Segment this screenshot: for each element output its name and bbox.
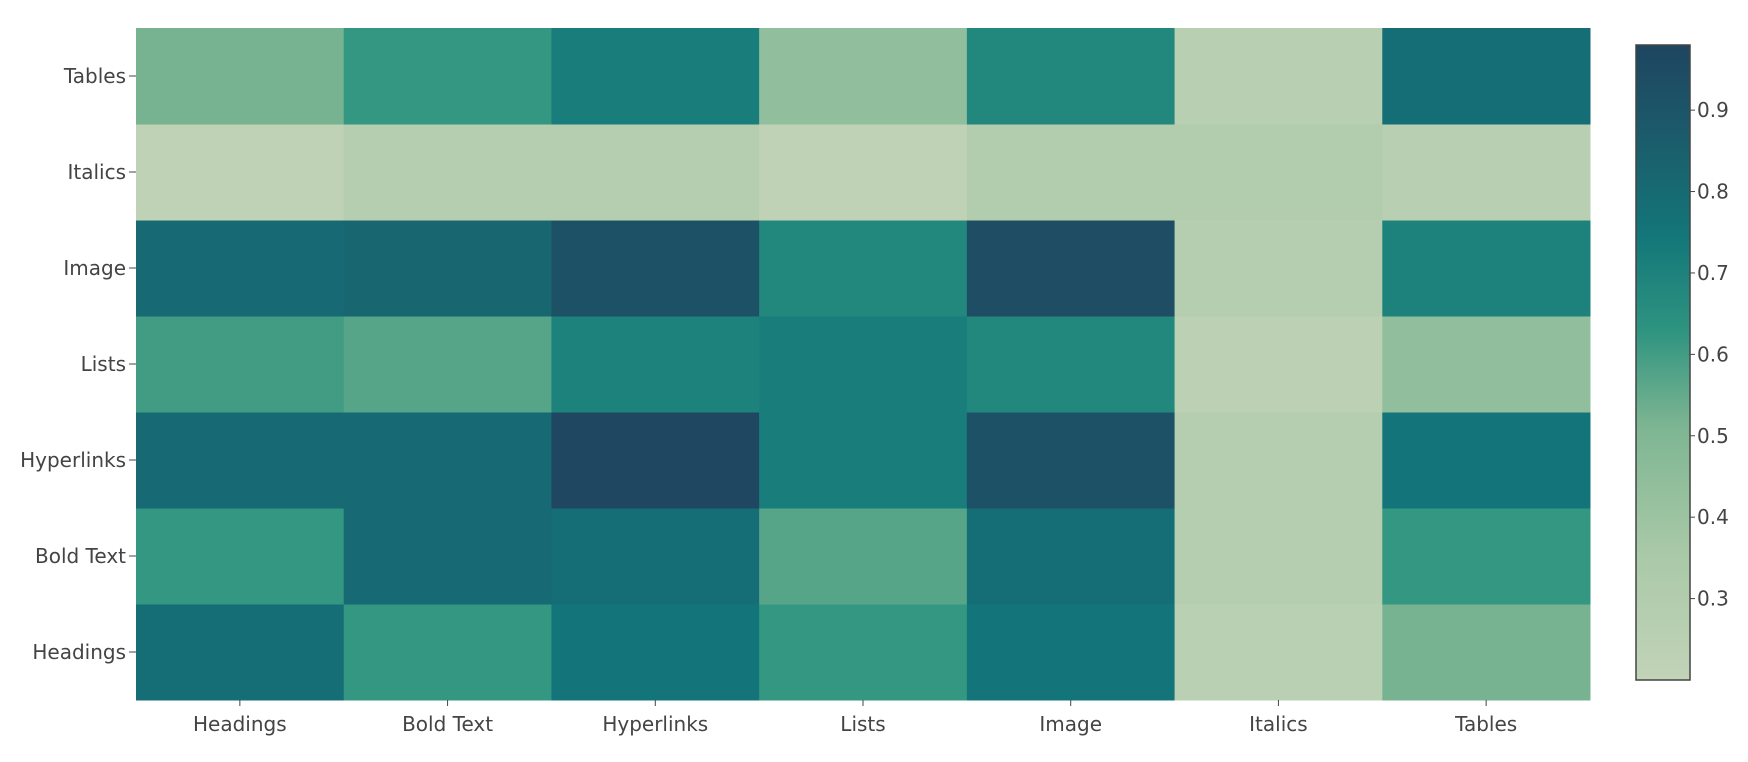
colorbar-gradient [1635, 44, 1691, 681]
heatmap-cell [136, 124, 345, 221]
y-tick-label: Image [63, 256, 126, 280]
heatmap-cell [1174, 28, 1383, 125]
x-tick-label: Lists [840, 712, 885, 736]
heatmap-cell [551, 508, 760, 605]
heatmap-cell [551, 604, 760, 701]
y-axis-ticks: Headings Bold Text Hyperlinks Lists Image Ita… [20, 64, 136, 664]
heatmap-cell [343, 124, 552, 221]
x-tick-label: Tables [1454, 712, 1517, 736]
heatmap-cell [343, 220, 552, 317]
heatmap-cell [136, 508, 345, 605]
heatmap-cell [1382, 316, 1591, 413]
colorbar-tick-label: 0.8 [1697, 180, 1729, 204]
heatmap-cell [551, 316, 760, 413]
colorbar-tick-label: 0.9 [1697, 98, 1729, 122]
x-axis-ticks: Headings Bold Text Hyperlinks Lists Image Ita… [193, 700, 1517, 736]
heatmap-cell [551, 28, 760, 125]
y-tick-label: Headings [32, 640, 126, 664]
heatmap-cell [1382, 124, 1591, 221]
y-tick-label: Hyperlinks [20, 448, 126, 472]
y-tick-label: Bold Text [35, 544, 126, 568]
y-tick-label: Tables [63, 64, 126, 88]
heatmap-cell [551, 412, 760, 509]
heatmap-cells [136, 28, 1591, 701]
heatmap-cell [136, 28, 345, 125]
heatmap-cell [966, 124, 1176, 221]
heatmap-cell [343, 28, 552, 125]
heatmap-cell [136, 316, 345, 413]
heatmap-cell [1174, 220, 1383, 317]
heatmap-cell [1382, 604, 1591, 701]
heatmap-cell [136, 604, 345, 701]
heatmap-cell [1382, 508, 1591, 605]
heatmap-cell [136, 412, 345, 509]
y-tick-label: Lists [81, 352, 126, 376]
heatmap-cell [759, 220, 968, 317]
heatmap-cell [1174, 316, 1383, 413]
heatmap-cell [343, 604, 552, 701]
heatmap-cell [759, 124, 968, 221]
colorbar-tick-label: 0.4 [1697, 505, 1729, 529]
x-tick-label: Headings [193, 712, 287, 736]
heatmap-cell [1382, 412, 1591, 509]
colorbar-tick-label: 0.3 [1697, 587, 1729, 611]
colorbar-tick-label: 0.6 [1697, 342, 1729, 366]
heatmap-cell [966, 508, 1176, 605]
heatmap-cell [1174, 508, 1383, 605]
heatmap-cell [1174, 604, 1383, 701]
heatmap-cell [343, 316, 552, 413]
heatmap-cell [759, 412, 968, 509]
heatmap-cell [551, 220, 760, 317]
heatmap-cell [343, 412, 552, 509]
heatmap-cell [1174, 412, 1383, 509]
heatmap-cell [966, 316, 1176, 413]
colorbar-tick-label: 0.7 [1697, 261, 1729, 285]
colorbar-tick-label: 0.5 [1697, 424, 1729, 448]
x-tick-label: Hyperlinks [602, 712, 708, 736]
x-tick-label: Italics [1249, 712, 1308, 736]
heatmap-cell [551, 124, 760, 221]
heatmap-cell [1174, 124, 1383, 221]
heatmap-cell [1382, 220, 1591, 317]
heatmap-cell [759, 316, 968, 413]
heatmap-cell [1382, 28, 1591, 125]
heatmap-cell [759, 604, 968, 701]
y-tick-label: Italics [67, 160, 126, 184]
x-tick-label: Image [1039, 712, 1102, 736]
heatmap-cell [966, 604, 1176, 701]
heatmap-cell [343, 508, 552, 605]
heatmap-cell [759, 508, 968, 605]
heatmap-cell [966, 220, 1176, 317]
heatmap-cell [966, 28, 1176, 125]
heatmap-cell [759, 28, 968, 125]
heatmap-cell [136, 220, 345, 317]
heatmap-cell [966, 412, 1176, 509]
x-tick-label: Bold Text [402, 712, 493, 736]
colorbar: 0.3 0.4 0.5 0.6 0.7 0.8 0.9 [1635, 44, 1729, 681]
